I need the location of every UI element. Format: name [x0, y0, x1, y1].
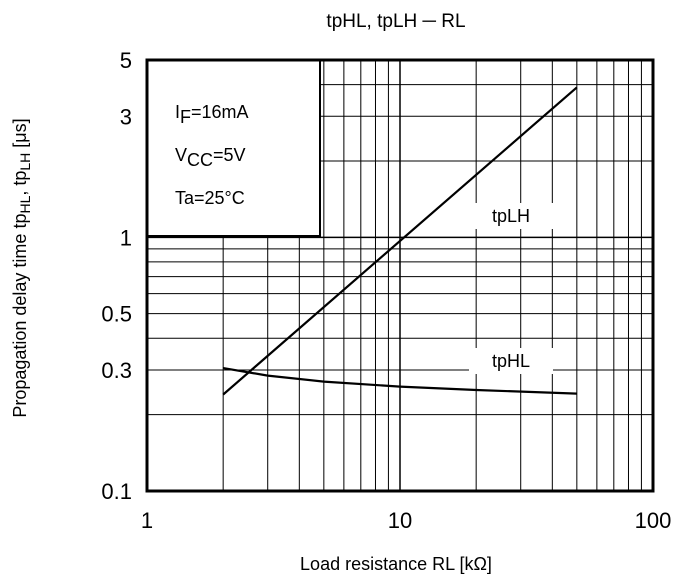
y-tick-label: 1 — [120, 225, 132, 250]
y-tick-label: 0.5 — [101, 302, 132, 327]
series-label-tpHL: tpHL — [492, 351, 530, 371]
condition-line: VCC=5V — [175, 145, 246, 170]
x-tick-label: 100 — [635, 508, 672, 533]
series-label-bg — [469, 203, 553, 229]
condition-line: IF=16mA — [175, 102, 249, 127]
series-line-tpHL — [223, 367, 577, 395]
series-line-tpLH — [222, 86, 578, 396]
x-axis-label: Load resistance RL [kΩ] — [300, 554, 492, 574]
x-tick-label: 10 — [388, 508, 412, 533]
condition-line: Ta=25°C — [175, 188, 245, 208]
series-layer: tpLH tpHL — [222, 86, 578, 396]
series-label-bg — [469, 348, 553, 374]
grid-lines — [147, 60, 653, 491]
y-tick-label: 3 — [120, 104, 132, 129]
y-tick-labels: 5 3 1 0.5 0.3 0.1 — [101, 48, 132, 504]
plot-frame — [145, 58, 655, 493]
series-label-tpLH: tpLH — [492, 206, 530, 226]
chart-title: tpHL, tpLH ─ RL — [326, 11, 465, 32]
y-tick-label: 0.3 — [101, 358, 132, 383]
x-tick-labels: 1 10 100 — [141, 508, 671, 533]
y-axis-label: Propagation delay time tpHL, tpLH [μs] — [10, 118, 33, 417]
x-tick-label: 1 — [141, 508, 153, 533]
conditions-text: IF=16mA VCC=5V Ta=25°C — [175, 102, 249, 208]
y-tick-label: 0.1 — [101, 479, 132, 504]
y-tick-label: 5 — [120, 48, 132, 73]
conditions-box — [146, 59, 321, 237]
